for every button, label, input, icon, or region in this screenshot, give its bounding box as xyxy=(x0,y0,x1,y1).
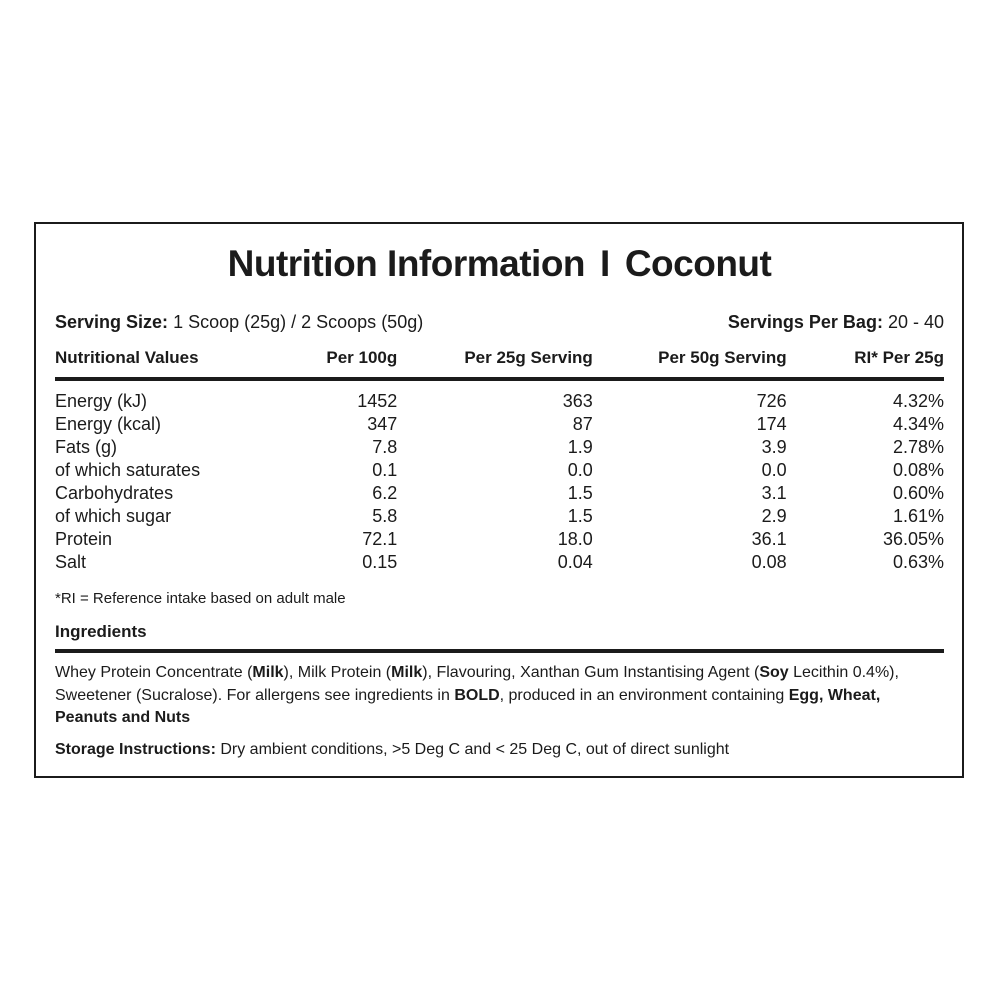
row-name: of which sugar xyxy=(55,506,172,526)
cell-per-100g: 5.8 xyxy=(372,506,398,526)
cell-per-100g: 7.8 xyxy=(372,437,398,457)
cell-per-100g: 347 xyxy=(367,414,398,434)
column-header-ri: RI* Per 25g xyxy=(786,348,944,381)
column-header-nutritional-values: Nutritional Values xyxy=(55,348,287,381)
ingredients-text: Whey Protein Concentrate (Milk), Milk Pr… xyxy=(55,664,899,726)
page-title: Nutrition Information I Coconut xyxy=(55,242,944,286)
serving-info-row: Serving Size: 1 Scoop (25g) / 2 Scoops (… xyxy=(55,312,944,333)
cell-ri: 4.34% xyxy=(892,414,944,434)
nutrition-table: Nutritional Values Per 100g Per 25g Serv… xyxy=(55,348,944,574)
table-row: Salt 0.15 0.04 0.08 0.63% xyxy=(55,551,944,574)
ri-reference-note: *RI = Reference intake based on adult ma… xyxy=(55,590,346,607)
table-row: Fats (g) 7.8 1.9 3.9 2.78% xyxy=(55,436,944,459)
row-name: Carbohydrates xyxy=(55,483,174,503)
storage-instructions: Storage Instructions: Dry ambient condit… xyxy=(55,739,944,761)
title-flavor: Coconut xyxy=(624,243,772,284)
cell-per-25g: 18.0 xyxy=(557,529,593,549)
cell-ri: 4.32% xyxy=(892,391,944,411)
cell-per-100g: 0.1 xyxy=(372,460,398,480)
cell-per-50g: 2.9 xyxy=(761,506,787,526)
column-header-per-100g: Per 100g xyxy=(286,348,398,381)
cell-per-25g: 1.5 xyxy=(567,506,593,526)
storage-instructions-value: Dry ambient conditions, >5 Deg C and < 2… xyxy=(215,740,730,758)
table-header-row: Nutritional Values Per 100g Per 25g Serv… xyxy=(55,348,944,381)
cell-ri: 0.08% xyxy=(892,460,944,480)
cell-per-25g: 1.5 xyxy=(567,483,593,503)
ingredients-heading: Ingredients xyxy=(55,622,147,641)
cell-per-25g: 0.0 xyxy=(567,460,593,480)
cell-per-50g: 3.1 xyxy=(761,483,787,503)
cell-per-25g: 0.04 xyxy=(557,552,593,572)
cell-per-50g: 0.0 xyxy=(761,460,787,480)
serving-size-value: 1 Scoop (25g) / 2 Scoops (50g) xyxy=(173,312,424,332)
servings-per-bag-value: 20 - 40 xyxy=(887,312,944,332)
cell-per-100g: 0.15 xyxy=(362,552,398,572)
cell-per-100g: 6.2 xyxy=(372,483,398,503)
row-name: Energy (kJ) xyxy=(55,391,148,411)
cell-ri: 36.05% xyxy=(882,529,944,549)
cell-per-25g: 87 xyxy=(572,414,593,434)
table-row: Energy (kJ) 1452 363 726 4.32% xyxy=(55,379,944,413)
cell-per-100g: 72.1 xyxy=(362,529,398,549)
cell-per-50g: 0.08 xyxy=(751,552,787,572)
cell-per-50g: 36.1 xyxy=(751,529,787,549)
cell-per-25g: 363 xyxy=(562,391,593,411)
nutrition-label-panel: Nutrition Information I Coconut Serving Si… xyxy=(34,222,964,778)
ingredients-divider xyxy=(55,649,944,653)
cell-ri: 0.60% xyxy=(892,483,944,503)
servings-per-bag-label: Servings Per Bag: xyxy=(727,312,883,332)
servings-per-bag: Servings Per Bag: 20 - 40 xyxy=(728,312,944,333)
cell-per-50g: 3.9 xyxy=(761,437,787,457)
table-row: of which saturates 0.1 0.0 0.0 0.08% xyxy=(55,459,944,482)
row-name: Energy (kcal) xyxy=(55,414,162,434)
table-row: Carbohydrates 6.2 1.5 3.1 0.60% xyxy=(55,482,944,505)
title-main: Nutrition Information xyxy=(227,243,586,284)
cell-ri: 0.63% xyxy=(892,552,944,572)
cell-ri: 2.78% xyxy=(892,437,944,457)
serving-size-label: Serving Size: xyxy=(55,312,169,332)
cell-per-25g: 1.9 xyxy=(567,437,593,457)
cell-per-100g: 1452 xyxy=(357,391,398,411)
table-row: Energy (kcal) 347 87 174 4.34% xyxy=(55,413,944,436)
cell-per-50g: 174 xyxy=(756,414,787,434)
cell-ri: 1.61% xyxy=(892,506,944,526)
column-header-per-50g: Per 50g Serving xyxy=(592,348,787,381)
serving-size: Serving Size: 1 Scoop (25g) / 2 Scoops (… xyxy=(55,312,423,333)
row-name: Fats (g) xyxy=(55,437,118,457)
table-row: Protein 72.1 18.0 36.1 36.05% xyxy=(55,528,944,551)
column-header-per-25g: Per 25g Serving xyxy=(397,348,593,381)
storage-instructions-label: Storage Instructions: xyxy=(55,740,216,758)
row-name: Protein xyxy=(55,529,113,549)
row-name: of which saturates xyxy=(55,460,201,480)
title-separator: I xyxy=(600,243,610,284)
table-row: of which sugar 5.8 1.5 2.9 1.61% xyxy=(55,505,944,528)
cell-per-50g: 726 xyxy=(756,391,787,411)
row-name: Salt xyxy=(55,552,87,572)
